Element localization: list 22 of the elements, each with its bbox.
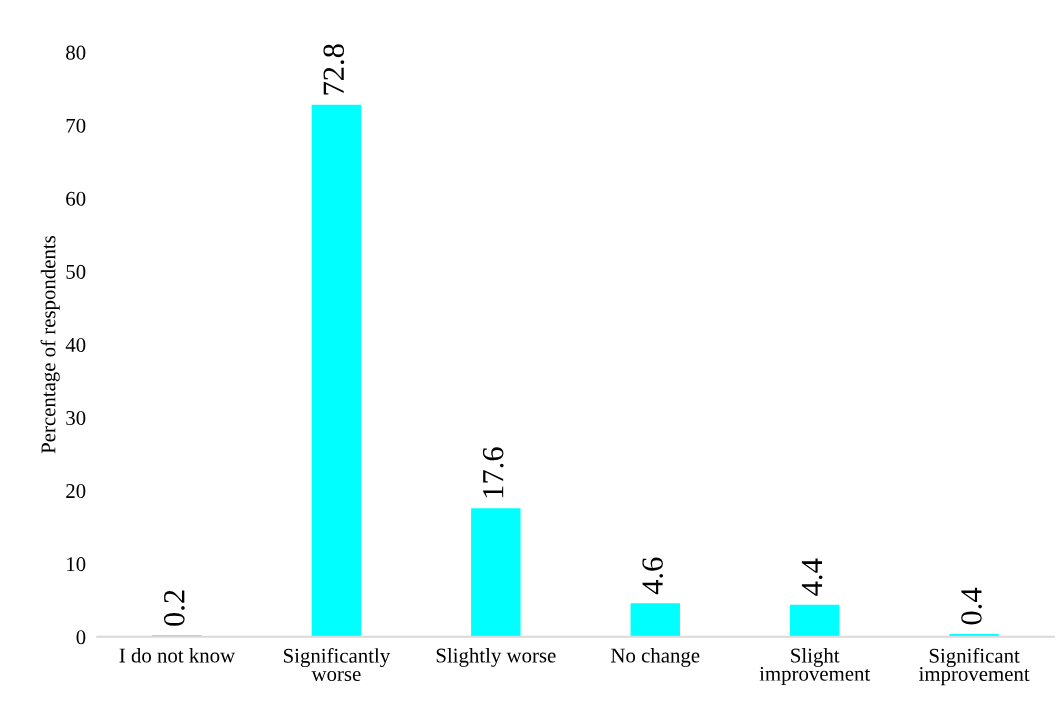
data-label: 72.8 (323, 44, 345, 95)
data-label: 17.6 (482, 447, 504, 498)
x-tick-label: Significant improvement (919, 647, 1030, 686)
y-tick-label: 60 (66, 191, 86, 206)
y-tick-label: 10 (67, 557, 86, 572)
y-tick-label: 80 (66, 45, 86, 60)
x-tick-label: Slightly worse (436, 647, 556, 667)
data-label: 4.6 (642, 557, 664, 595)
x-tick-label: I do not know (119, 647, 236, 663)
data-label: 4.4 (801, 558, 823, 596)
y-tick-label: 30 (66, 410, 86, 426)
y-tick-label: 20 (66, 484, 86, 499)
x-tick-label: Slight improvement (759, 647, 871, 686)
x-tick-label: Significantly worse (283, 647, 391, 682)
y-tick-label: 50 (66, 264, 86, 279)
y-axis-title: Percentage of respondents (40, 235, 60, 454)
x-tick-label: No change (611, 647, 700, 667)
y-tick-label: 40 (65, 337, 86, 352)
y-tick-label: 0 (76, 630, 86, 645)
data-label: 0.2 (163, 590, 185, 626)
data-label: 0.4 (961, 587, 982, 625)
y-tick-label: 70 (66, 118, 86, 133)
